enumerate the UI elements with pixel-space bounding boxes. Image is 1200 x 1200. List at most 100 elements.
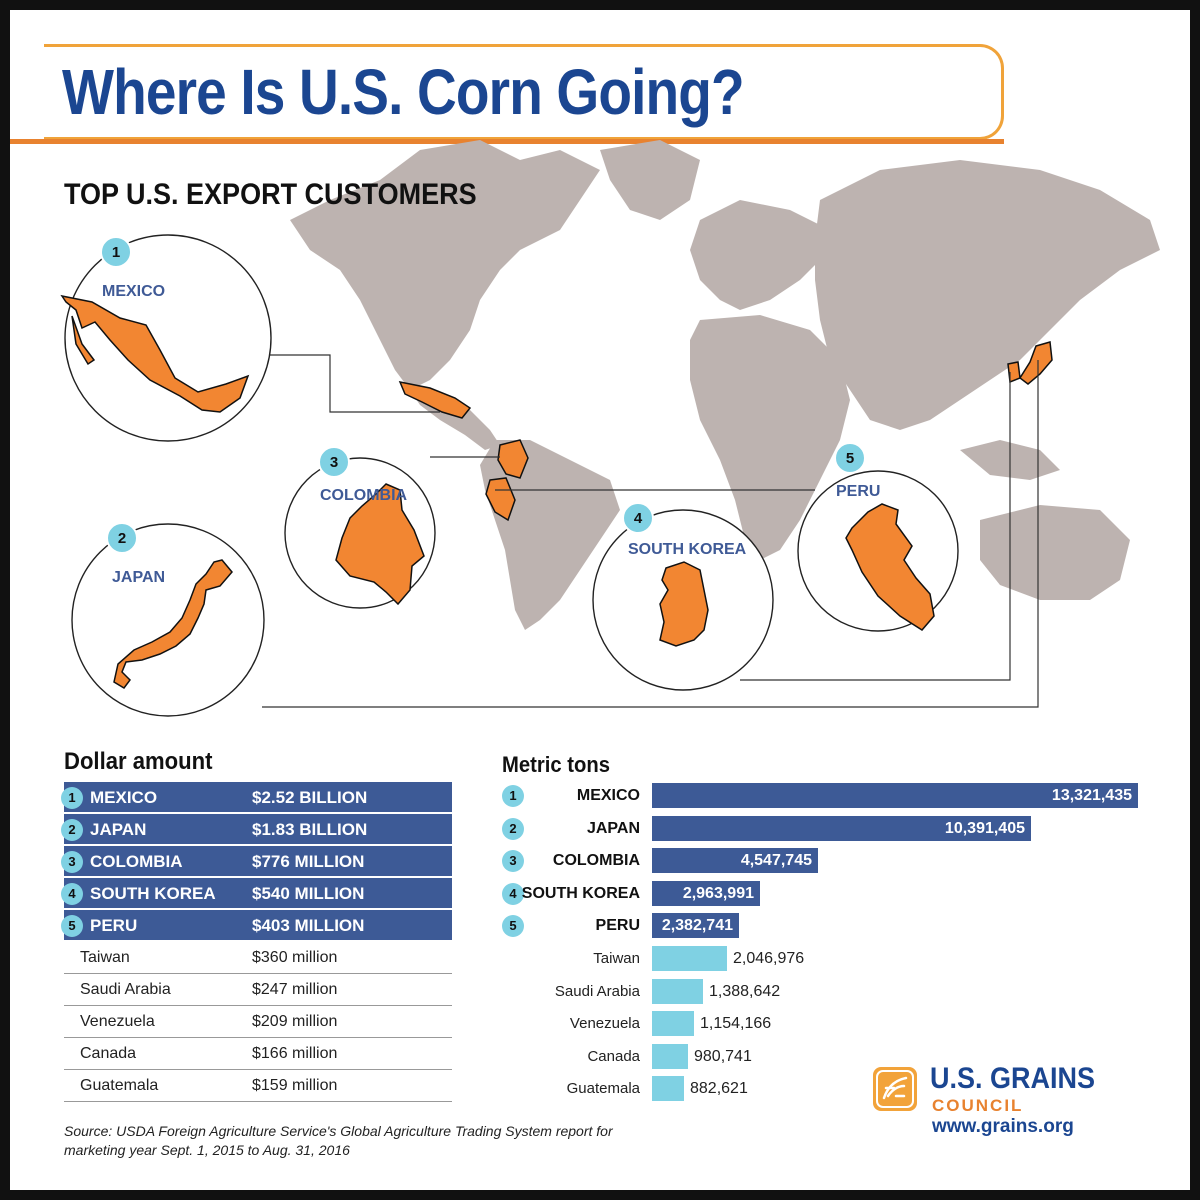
country-label: SOUTH KOREA [628,541,747,558]
land-europe [690,200,830,310]
connector-south-korea [740,372,1011,681]
page-title: Where Is U.S. Corn Going? [62,56,745,128]
land-africa [690,315,850,560]
land-asia [815,160,1160,430]
connector-japan [262,360,1039,708]
circle-mexico: 1 MEXICO [60,234,272,442]
country-name: Saudi Arabia [80,981,171,998]
tons-chart-title: Metric tons [502,752,610,777]
rank-badge: 4 [61,883,83,905]
rank-badge: 4 [502,883,524,905]
rank-badge: 1 [502,785,524,807]
country-name: PERU [90,916,138,935]
bar-category-label: Guatemala [566,1080,640,1097]
country-name: SOUTH KOREA [90,884,216,903]
map-peru [485,477,516,522]
bar-row: Canada 980,741 [500,1041,1160,1073]
country-label: MEXICO [102,283,165,300]
rank-badge: 5 [61,915,83,937]
rank-badge: 2 [502,818,524,840]
bar-category-label: Canada [587,1048,640,1065]
bar-value-label: 1,154,166 [700,1015,772,1032]
dollar-table-title: Dollar amount [64,748,213,775]
country-name: COLOMBIA [90,852,183,871]
dollar-amount: $776 MILLION [252,852,365,871]
table-row: Guatemala $159 million [64,1070,452,1102]
rank-badge: 2 [61,819,83,841]
table-row: Saudi Arabia $247 million [64,974,452,1006]
bar-value-label: 10,391,405 [944,820,1025,837]
dollar-amount: $247 million [252,981,338,998]
land-greenland [600,140,700,220]
south-korea-shape [659,561,709,647]
bar-row: Saudi Arabia 1,388,642 [500,976,1160,1008]
bar-category-label: Venezuela [569,1015,640,1032]
country-name: Canada [80,1045,137,1062]
map-japan [1018,341,1053,385]
map-mexico [398,380,472,419]
japan-shape [113,559,233,689]
map-land [290,140,1160,630]
bar-category-label: JAPAN [586,820,640,837]
rank-badge: 3 [502,850,524,872]
bar-value-label: 2,382,741 [661,917,733,934]
title-rule [10,139,1004,144]
bar-row: 4 SOUTH KOREA 2,963,991 [500,878,1160,910]
country-name: JAPAN [90,820,147,839]
bar [652,783,1138,808]
source-note: Source: USDA Foreign Agriculture Service… [64,1123,613,1158]
country-label: PERU [836,483,880,500]
bar-row: Taiwan 2,046,976 [500,943,1160,975]
bar-row: 2 JAPAN 10,391,405 [500,813,1160,845]
logo-name: U.S. GRAINS [930,1062,1096,1095]
bar-row: 1 MEXICO 13,321,435 [500,780,1160,812]
bar-category-label: COLOMBIA [552,852,640,869]
logo-url[interactable]: www.grains.org [932,1116,1074,1137]
land-australia [980,505,1130,600]
circle-peru: 5 PERU [797,442,959,632]
map-south-korea [1007,361,1021,384]
table-row: 1 MEXICO $2.52 BILLION [61,782,452,814]
table-row: 3 COLOMBIA $776 MILLION [61,846,452,878]
table-row: Venezuela $209 million [64,1006,452,1038]
rank-badge-text: 1 [112,244,120,261]
dollar-amount: $540 MILLION [252,884,365,903]
country-name: Taiwan [80,949,130,966]
bar [652,1044,688,1069]
dollar-amount: $209 million [252,1013,338,1030]
bar-category-label: SOUTH KOREA [521,885,640,902]
bar-value-label: 4,547,745 [740,852,812,869]
bar-value-label: 2,046,976 [733,950,805,967]
bar [652,979,703,1004]
bar-value-label: 882,621 [690,1080,748,1097]
bar-row: 5 PERU 2,382,741 [500,910,1160,942]
circle-south-korea: 4 SOUTH KOREA [592,502,774,691]
rank-badge-text: 4 [634,510,643,527]
dollar-amount: $1.83 BILLION [252,820,368,839]
bar-category-label: Taiwan [593,950,640,967]
mexico-shape [60,294,250,413]
bar-row: Guatemala 882,621 [500,1073,1160,1105]
country-label: JAPAN [112,569,165,586]
circle-japan: 2 JAPAN [71,522,265,717]
bar-row: 3 COLOMBIA 4,547,745 [500,845,1160,877]
dollar-amount: $159 million [252,1077,338,1094]
land-south-america [480,440,620,630]
logo-subtitle: COUNCIL [932,1096,1024,1115]
rank-badge-text: 2 [118,530,126,547]
land-north-america [290,140,600,390]
bar-category-label: Saudi Arabia [554,983,640,1000]
map-colombia [497,439,529,479]
dollar-amount: $166 million [252,1045,338,1062]
rank-badge-text: 5 [846,450,854,467]
country-label: COLOMBIA [320,487,408,504]
bar-value-label: 1,388,642 [709,983,781,1000]
bar-category-label: MEXICO [576,787,640,804]
circle-colombia: 3 COLOMBIA [284,446,436,609]
bar-value-label: 2,963,991 [682,885,754,902]
grains-council-logo-icon [873,1067,917,1111]
tons-bar-chart: 1 MEXICO 13,321,435 2 JAPAN 10,391,405 3 COLOMB… [500,780,1160,1110]
table-row: 4 SOUTH KOREA $540 MILLION [61,878,452,910]
table-row: 5 PERU $403 MILLION [61,910,452,942]
colombia-shape [335,483,425,606]
